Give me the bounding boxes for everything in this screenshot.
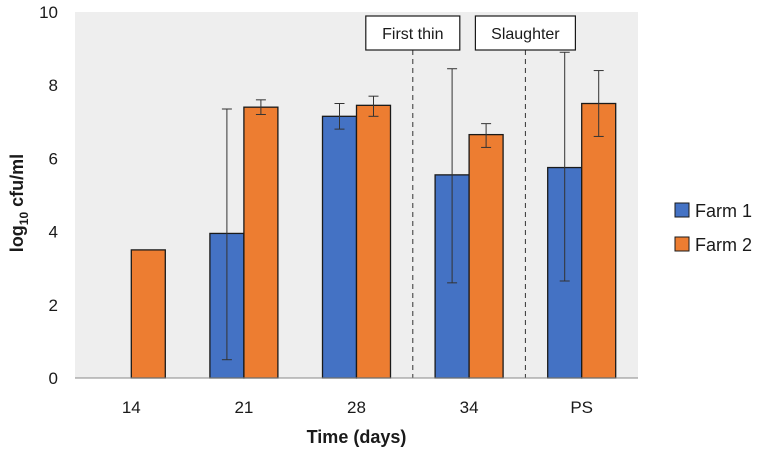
y-axis-title-subscript: 10 (17, 212, 31, 226)
bar-farm-1-28 (321, 115, 358, 379)
y-tick-label: 2 (49, 296, 58, 315)
y-tick-label: 8 (49, 76, 58, 95)
annotation-label: First thin (382, 26, 443, 43)
x-tick-label: PS (570, 398, 593, 417)
y-axis-title-main: log (7, 225, 27, 252)
bar-farm-2-14 (130, 249, 166, 379)
y-tick-label: 10 (39, 3, 58, 22)
y-tick-label: 4 (49, 223, 58, 242)
y-axis-title: log10 cfu/ml (7, 154, 31, 252)
y-axis-ticks: 0 2 4 6 8 10 (39, 3, 58, 388)
x-tick-label: 34 (460, 398, 479, 417)
annotation-box (365, 15, 461, 51)
bar-farm-2-34 (468, 133, 504, 379)
error-bars (221, 51, 604, 361)
bar-farm-2-ps (581, 102, 617, 379)
x-axis-title: Time (days) (307, 427, 407, 447)
x-tick-label: 21 (234, 398, 253, 417)
y-axis-title-rest: cfu/ml (7, 154, 27, 212)
x-axis-ticks: 14 21 28 34 PS (122, 398, 593, 417)
legend-swatch-farm-2 (674, 236, 690, 252)
y-tick-label: 6 (49, 149, 58, 168)
x-tick-label: 14 (122, 398, 141, 417)
annotations: First thin Slaughter (365, 15, 576, 378)
legend-label: Farm 2 (695, 235, 752, 255)
legend-label: Farm 1 (695, 201, 752, 221)
annotation-box (474, 15, 576, 51)
x-tick-label: 28 (347, 398, 366, 417)
bar-farm-2-28 (355, 104, 392, 379)
legend-swatch-farm-1 (674, 202, 690, 218)
legend: Farm 1 Farm 2 (674, 201, 752, 255)
bar-farm-2-21 (243, 106, 279, 379)
y-tick-label: 0 (49, 369, 58, 388)
annotation-label: Slaughter (491, 26, 560, 43)
